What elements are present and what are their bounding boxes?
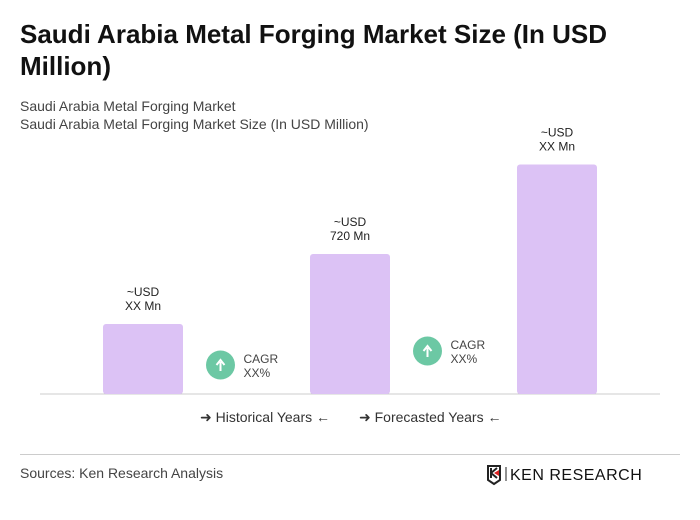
footer-divider bbox=[20, 454, 680, 455]
legend-label: Forecasted Years bbox=[374, 409, 484, 425]
subtitle: Saudi Arabia Metal Forging Market bbox=[20, 98, 236, 114]
svg-text:KEN RESEARCH: KEN RESEARCH bbox=[510, 467, 642, 484]
arrow-left-icon: ← bbox=[487, 409, 502, 425]
chart-subtitle: Saudi Arabia Metal Forging Market Size (… bbox=[20, 116, 369, 132]
arrow-right-icon: ➜ bbox=[359, 409, 371, 425]
data-label: ~USD bbox=[334, 215, 367, 229]
cagr-value: XX% bbox=[244, 366, 271, 380]
arrow-up-icon bbox=[215, 358, 226, 371]
cagr-label: CAGR bbox=[451, 338, 486, 352]
page-title: Saudi Arabia Metal Forging Market Size (… bbox=[20, 19, 608, 81]
ken-research-logo: KEN RESEARCH bbox=[486, 463, 656, 492]
legend-historical: ➜ Historical Years ← bbox=[200, 409, 330, 426]
bar bbox=[103, 324, 183, 394]
legend-forecasted: ➜ Forecasted Years ← bbox=[359, 409, 501, 426]
cagr-value: XX% bbox=[451, 352, 478, 366]
bar bbox=[517, 164, 597, 394]
source-text: Sources: Ken Research Analysis bbox=[20, 465, 224, 481]
bar bbox=[310, 254, 390, 394]
data-label: XX Mn bbox=[125, 299, 161, 313]
data-label: ~USD bbox=[127, 285, 160, 299]
legend-label: Historical Years bbox=[215, 409, 313, 425]
data-label: 720 Mn bbox=[330, 229, 370, 243]
arrow-right-icon: ➜ bbox=[200, 409, 212, 425]
arrow-left-icon: ← bbox=[316, 409, 331, 425]
arrow-up-icon bbox=[422, 344, 433, 357]
data-label: XX Mn bbox=[539, 140, 575, 154]
data-label: ~USD bbox=[541, 126, 574, 140]
cagr-label: CAGR bbox=[244, 352, 279, 366]
